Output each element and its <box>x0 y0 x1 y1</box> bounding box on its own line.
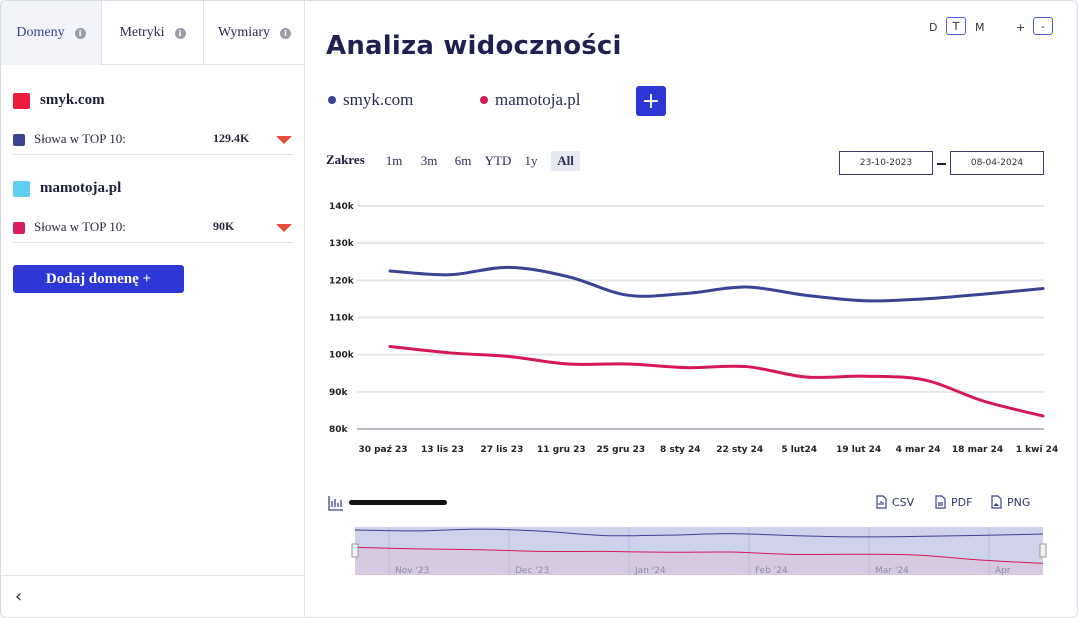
export-csv-button[interactable]: CSV <box>876 495 914 509</box>
navigator-label: Feb '24 <box>755 566 788 576</box>
export-label: PDF <box>951 495 973 509</box>
series-line-smyk-com <box>388 265 1045 303</box>
tab-wymiary[interactable]: Wymiary i <box>204 1 305 65</box>
y-tick-label: 130k <box>329 239 355 249</box>
pdf-file-icon <box>935 495 946 509</box>
granularity-week-button[interactable]: T <box>946 17 966 35</box>
series-line-mamotoja-pl <box>388 344 1045 418</box>
x-tick-label: 11 gru 23 <box>537 445 586 455</box>
zoom-out-button[interactable]: - <box>1033 17 1053 35</box>
export-label: CSV <box>892 495 915 509</box>
x-tick-label: 30 paź 23 <box>358 445 407 455</box>
x-tick-label: 19 lut 24 <box>836 445 881 455</box>
info-icon[interactable]: i <box>174 27 186 39</box>
legend-dot <box>480 96 488 104</box>
navigator-label: Dec '23 <box>515 566 549 576</box>
date-to-input[interactable]: 08-04-2024 <box>950 151 1044 175</box>
navigator-label: Nov '23 <box>395 566 429 576</box>
y-tick-label: 80k <box>329 425 349 435</box>
sidebar: Domeny i Metryki i Wymiary i smyk.com Sł… <box>1 1 305 617</box>
y-tick-label: 110k <box>329 314 355 324</box>
range-1m-button[interactable]: 1m <box>385 153 403 168</box>
navigator-chart-icon[interactable] <box>328 495 344 511</box>
domain-name: smyk.com <box>40 92 105 108</box>
navigator-label: Mar '24 <box>875 566 909 576</box>
tab-domeny[interactable]: Domeny i <box>1 1 102 65</box>
legend-label: smyk.com <box>343 90 414 109</box>
export-label: PNG <box>1007 495 1031 509</box>
metric-value: 129.4K <box>213 131 250 145</box>
range-label: Zakres <box>326 152 365 167</box>
zoom-in-button[interactable]: + <box>1016 21 1026 34</box>
legend-label: mamotoja.pl <box>495 90 581 109</box>
legend-dot <box>328 96 336 104</box>
x-tick-label: 1 kwi 24 <box>1016 445 1058 455</box>
y-tick-label: 100k <box>329 351 355 361</box>
range-navigator[interactable]: Nov '23 Dec '23 Jan '24 Feb '24 Mar '24 Apr <box>349 525 1049 579</box>
domain-mamotoja: mamotoja.pl <box>13 180 121 197</box>
export-png-button[interactable]: PNG <box>991 495 1030 509</box>
legend-item-smyk[interactable]: smyk.com <box>328 90 413 110</box>
domain-color-swatch <box>13 180 30 197</box>
navigator-line <box>354 528 1044 538</box>
navigator-label: Apr <box>995 566 1011 576</box>
collapse-sidebar-icon[interactable]: ‹ <box>15 586 23 607</box>
x-tick-label: 25 gru 23 <box>597 445 646 455</box>
page-title: Analiza widoczności <box>326 31 622 61</box>
export-pdf-button[interactable]: PDF <box>935 495 972 509</box>
range-3m-button[interactable]: 3m <box>420 153 438 168</box>
domain-color-swatch <box>13 92 30 109</box>
x-tick-label: 13 lis 23 <box>421 445 464 455</box>
tab-metryki[interactable]: Metryki i <box>102 1 204 65</box>
x-tick-label: 8 sty 24 <box>660 445 701 455</box>
metric-label: Słowa w TOP 10: <box>34 219 126 234</box>
date-separator <box>937 163 946 165</box>
navigator-line <box>354 546 1044 564</box>
csv-file-icon <box>876 495 887 509</box>
png-file-icon <box>991 495 1002 509</box>
x-tick-label: 4 mar 24 <box>896 445 941 455</box>
visibility-line-chart: 80k 90k 100k 110k 120k 130k 140k 30 paź 23 13 li… <box>329 202 1058 455</box>
x-tick-label: 22 sty 24 <box>716 445 763 455</box>
navigator-label: Jan '24 <box>634 566 666 576</box>
sidebar-tabs: Domeny i Metryki i Wymiary i <box>1 1 305 65</box>
range-6m-button[interactable]: 6m <box>454 153 472 168</box>
add-series-button[interactable]: + <box>636 86 666 116</box>
y-tick-label: 90k <box>329 388 349 398</box>
domain-smyk: smyk.com <box>13 92 105 109</box>
tab-label: Wymiary <box>217 25 271 40</box>
navigator-handle <box>351 543 359 558</box>
navigator-area <box>355 547 1043 575</box>
info-icon[interactable]: i <box>74 27 86 39</box>
legend-item-mamotoja[interactable]: mamotoja.pl <box>480 90 580 110</box>
x-tick-label: 5 lut24 <box>781 445 817 455</box>
metric-color-swatch <box>13 134 25 146</box>
navigator-handle-bar[interactable] <box>349 500 447 505</box>
navigator-handle <box>1039 543 1047 558</box>
granularity-month-button[interactable]: M <box>975 21 985 34</box>
date-from-input[interactable]: 23-10-2023 <box>839 151 933 175</box>
domain-metric-row: Słowa w TOP 10: 129.4K <box>13 127 293 155</box>
tab-label: Metryki <box>119 25 165 40</box>
y-tick-label: 140k <box>329 202 355 212</box>
range-1y-button[interactable]: 1y <box>524 153 538 168</box>
metric-label: Słowa w TOP 10: <box>34 131 126 146</box>
sidebar-divider <box>1 575 305 576</box>
tab-label: Domeny <box>16 25 65 40</box>
domain-metric-row: Słowa w TOP 10: 90K <box>13 215 293 243</box>
range-ytd-button[interactable]: YTD <box>484 153 512 168</box>
x-tick-label: 27 lis 23 <box>480 445 523 455</box>
trend-down-icon <box>276 224 292 232</box>
metric-color-swatch <box>13 222 25 234</box>
x-tick-label: 18 mar 24 <box>952 445 1003 455</box>
add-domain-button[interactable]: Dodaj domenę + <box>13 265 184 293</box>
y-tick-label: 120k <box>329 276 355 286</box>
trend-down-icon <box>276 136 292 144</box>
range-all-button[interactable]: All <box>551 151 580 171</box>
granularity-day-button[interactable]: D <box>929 21 938 34</box>
metric-value: 90K <box>213 219 235 233</box>
info-icon[interactable]: i <box>280 27 292 39</box>
domain-name: mamotoja.pl <box>40 180 122 196</box>
